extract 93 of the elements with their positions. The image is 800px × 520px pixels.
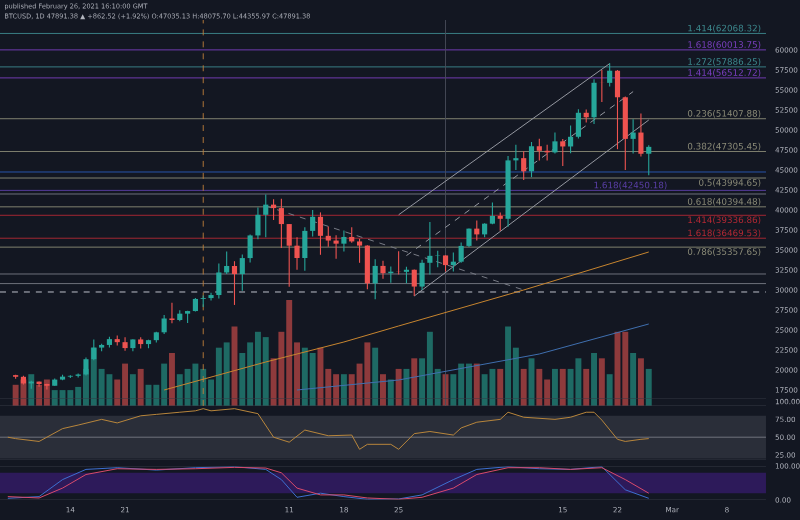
candlestick <box>552 131 558 155</box>
bar <box>395 368 402 406</box>
candlestick <box>497 211 503 232</box>
candlestick <box>325 225 331 248</box>
candlestick <box>302 226 308 272</box>
candlestick <box>568 125 574 154</box>
candlestick <box>341 229 347 253</box>
bar <box>411 358 418 406</box>
candlestick <box>286 223 292 288</box>
bar <box>481 374 488 406</box>
candlestick <box>255 207 261 240</box>
candlestick <box>614 69 621 150</box>
bar <box>254 331 261 406</box>
line-series <box>7 466 650 500</box>
candlestick <box>380 260 386 280</box>
candlestick <box>560 138 566 167</box>
candlestick <box>364 244 370 290</box>
bar <box>637 358 644 406</box>
bar <box>106 374 113 406</box>
bar <box>458 363 465 406</box>
bar <box>340 374 347 406</box>
bar <box>622 331 629 406</box>
bar <box>380 374 386 406</box>
candlestick <box>528 141 535 178</box>
candlestick <box>591 78 597 125</box>
candlestick <box>122 336 128 352</box>
bar <box>403 368 410 406</box>
candlestick <box>231 260 238 306</box>
bar <box>262 337 269 406</box>
candlestick <box>638 113 644 157</box>
bar <box>184 368 191 406</box>
candlestick <box>161 314 167 335</box>
bar <box>489 368 496 406</box>
bar <box>161 363 168 406</box>
bar <box>129 374 136 406</box>
bar <box>192 363 199 406</box>
bar <box>606 374 613 406</box>
bar <box>168 353 175 406</box>
candlestick <box>263 193 269 238</box>
bar <box>551 368 558 406</box>
candlestick <box>278 198 284 249</box>
bar <box>559 368 566 406</box>
bar <box>215 347 222 406</box>
bar <box>317 347 324 406</box>
bar <box>176 374 183 406</box>
bar <box>137 368 144 406</box>
candlestick <box>427 221 433 275</box>
candlestick <box>310 209 316 237</box>
candlestick <box>419 259 425 291</box>
candlestick <box>466 227 472 248</box>
bar <box>520 368 527 406</box>
bar <box>301 347 308 406</box>
candlestick <box>630 118 636 155</box>
candlestick <box>224 251 230 275</box>
candlestick <box>294 236 300 271</box>
candlestick <box>247 233 253 263</box>
bar <box>426 331 433 406</box>
candlestick <box>622 95 628 171</box>
candlestick <box>44 383 50 390</box>
candlestick <box>607 62 613 87</box>
candlestick <box>239 253 245 292</box>
bar <box>466 363 472 406</box>
bar <box>583 368 590 406</box>
candlestick <box>356 238 363 264</box>
bar <box>12 384 19 406</box>
candlestick <box>317 211 324 256</box>
candlestick <box>216 263 222 299</box>
candlestick <box>646 144 652 176</box>
bar <box>505 326 512 406</box>
candlestick <box>521 150 527 181</box>
bar <box>575 358 582 406</box>
candlestick <box>333 234 339 260</box>
candlestick <box>458 241 464 264</box>
bar <box>591 353 598 406</box>
bar <box>309 353 316 406</box>
candlestick <box>372 258 378 300</box>
candlestick <box>169 302 175 324</box>
bar <box>28 374 35 406</box>
bar <box>497 368 504 406</box>
bar <box>364 342 371 406</box>
bar <box>372 347 379 406</box>
bar <box>286 300 293 406</box>
bar <box>598 358 605 406</box>
candlestick <box>575 108 581 139</box>
bar <box>536 368 543 406</box>
bar <box>645 368 652 406</box>
bar <box>333 374 340 406</box>
bar <box>223 342 230 406</box>
candlestick <box>536 138 542 161</box>
candlestick <box>411 268 417 297</box>
bar <box>473 363 480 406</box>
bar <box>122 363 129 406</box>
bar <box>630 353 637 406</box>
